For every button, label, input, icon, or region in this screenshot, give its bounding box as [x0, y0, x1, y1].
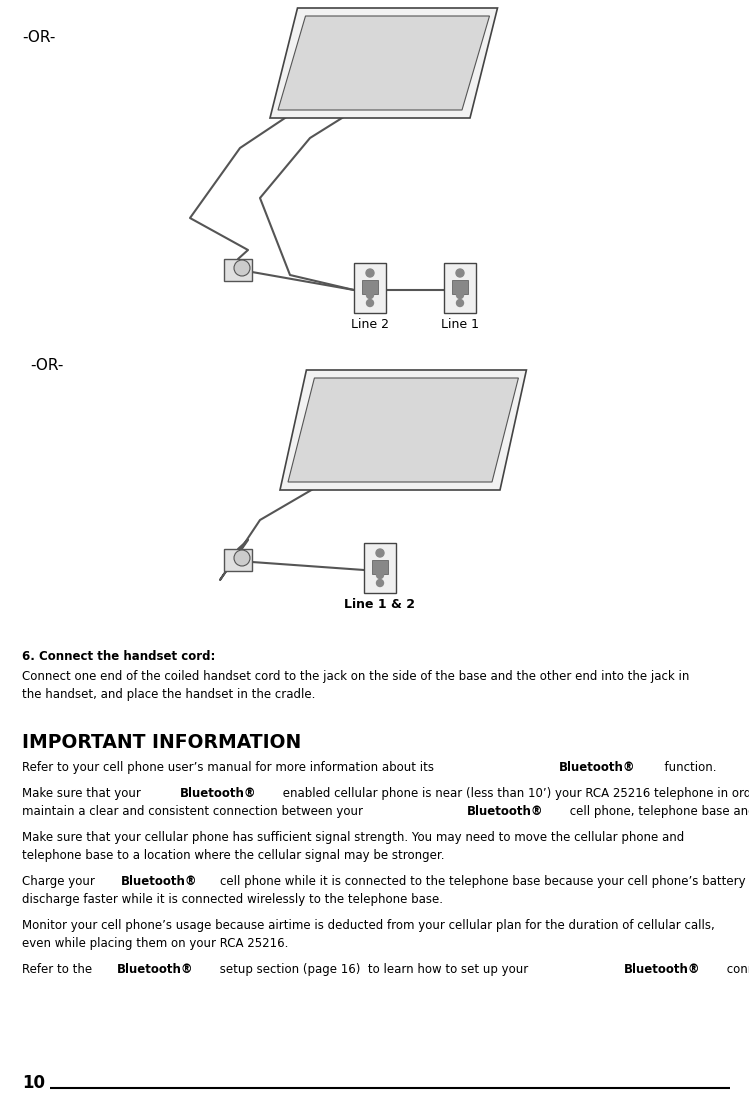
Text: Bluetooth®: Bluetooth® [118, 963, 194, 975]
Text: 6. Connect the handset cord:: 6. Connect the handset cord: [22, 650, 216, 663]
Text: IMPORTANT INFORMATION: IMPORTANT INFORMATION [22, 733, 301, 752]
FancyBboxPatch shape [224, 549, 252, 571]
Polygon shape [270, 8, 497, 118]
Text: discharge faster while it is connected wirelessly to the telephone base.: discharge faster while it is connected w… [22, 893, 443, 905]
Circle shape [456, 269, 464, 277]
Text: Bluetooth®: Bluetooth® [121, 875, 198, 888]
Text: function.: function. [658, 761, 717, 774]
Text: Bluetooth®: Bluetooth® [559, 761, 635, 774]
Text: Charge your: Charge your [22, 875, 99, 888]
Circle shape [456, 291, 464, 299]
FancyBboxPatch shape [224, 259, 252, 281]
FancyBboxPatch shape [362, 280, 378, 294]
Text: Connect one end of the coiled handset cord to the jack on the side of the base a: Connect one end of the coiled handset co… [22, 670, 689, 683]
Text: 10: 10 [22, 1074, 45, 1092]
Polygon shape [280, 370, 527, 490]
FancyBboxPatch shape [372, 560, 388, 574]
Text: Make sure that your: Make sure that your [22, 787, 145, 800]
Text: -OR-: -OR- [22, 30, 55, 46]
FancyBboxPatch shape [354, 263, 386, 313]
Text: connection.: connection. [723, 963, 749, 975]
Circle shape [366, 300, 374, 307]
Text: Monitor your cell phone’s usage because airtime is deducted from your cellular p: Monitor your cell phone’s usage because … [22, 919, 715, 932]
Polygon shape [288, 378, 518, 482]
Circle shape [376, 549, 384, 557]
Text: setup section (page 16)  to learn how to set up your: setup section (page 16) to learn how to … [216, 963, 533, 975]
Text: Bluetooth®: Bluetooth® [624, 963, 700, 975]
Text: Make sure that your cellular phone has sufficient signal strength. You may need : Make sure that your cellular phone has s… [22, 831, 685, 844]
Text: cell phone while it is connected to the telephone base because your cell phone’s: cell phone while it is connected to the … [219, 875, 749, 888]
Polygon shape [278, 16, 490, 110]
Text: Line 1 & 2: Line 1 & 2 [345, 598, 416, 611]
FancyBboxPatch shape [364, 543, 396, 593]
Text: even while placing them on your RCA 25216.: even while placing them on your RCA 2521… [22, 937, 288, 950]
FancyBboxPatch shape [444, 263, 476, 313]
Text: Refer to your cell phone user’s manual for more information about its: Refer to your cell phone user’s manual f… [22, 761, 437, 774]
Text: Line 2: Line 2 [351, 318, 389, 331]
Text: Line 1: Line 1 [441, 318, 479, 331]
Circle shape [377, 580, 383, 587]
Circle shape [234, 550, 250, 565]
Text: the handset, and place the handset in the cradle.: the handset, and place the handset in th… [22, 688, 315, 701]
Text: cell phone, telephone base and cell tower.: cell phone, telephone base and cell towe… [565, 805, 749, 818]
Circle shape [366, 291, 374, 299]
FancyBboxPatch shape [452, 280, 468, 294]
Circle shape [456, 300, 464, 307]
Text: Refer to the: Refer to the [22, 963, 96, 975]
Text: enabled cellular phone is near (less than 10’) your RCA 25216 telephone in order: enabled cellular phone is near (less tha… [279, 787, 749, 800]
Circle shape [234, 260, 250, 276]
Text: telephone base to a location where the cellular signal may be stronger.: telephone base to a location where the c… [22, 849, 444, 862]
Circle shape [377, 571, 383, 579]
Text: maintain a clear and consistent connection between your: maintain a clear and consistent connecti… [22, 805, 367, 818]
Text: -OR-: -OR- [30, 358, 64, 373]
Circle shape [366, 269, 374, 277]
Text: Bluetooth®: Bluetooth® [181, 787, 257, 800]
Text: Bluetooth®: Bluetooth® [467, 805, 544, 818]
